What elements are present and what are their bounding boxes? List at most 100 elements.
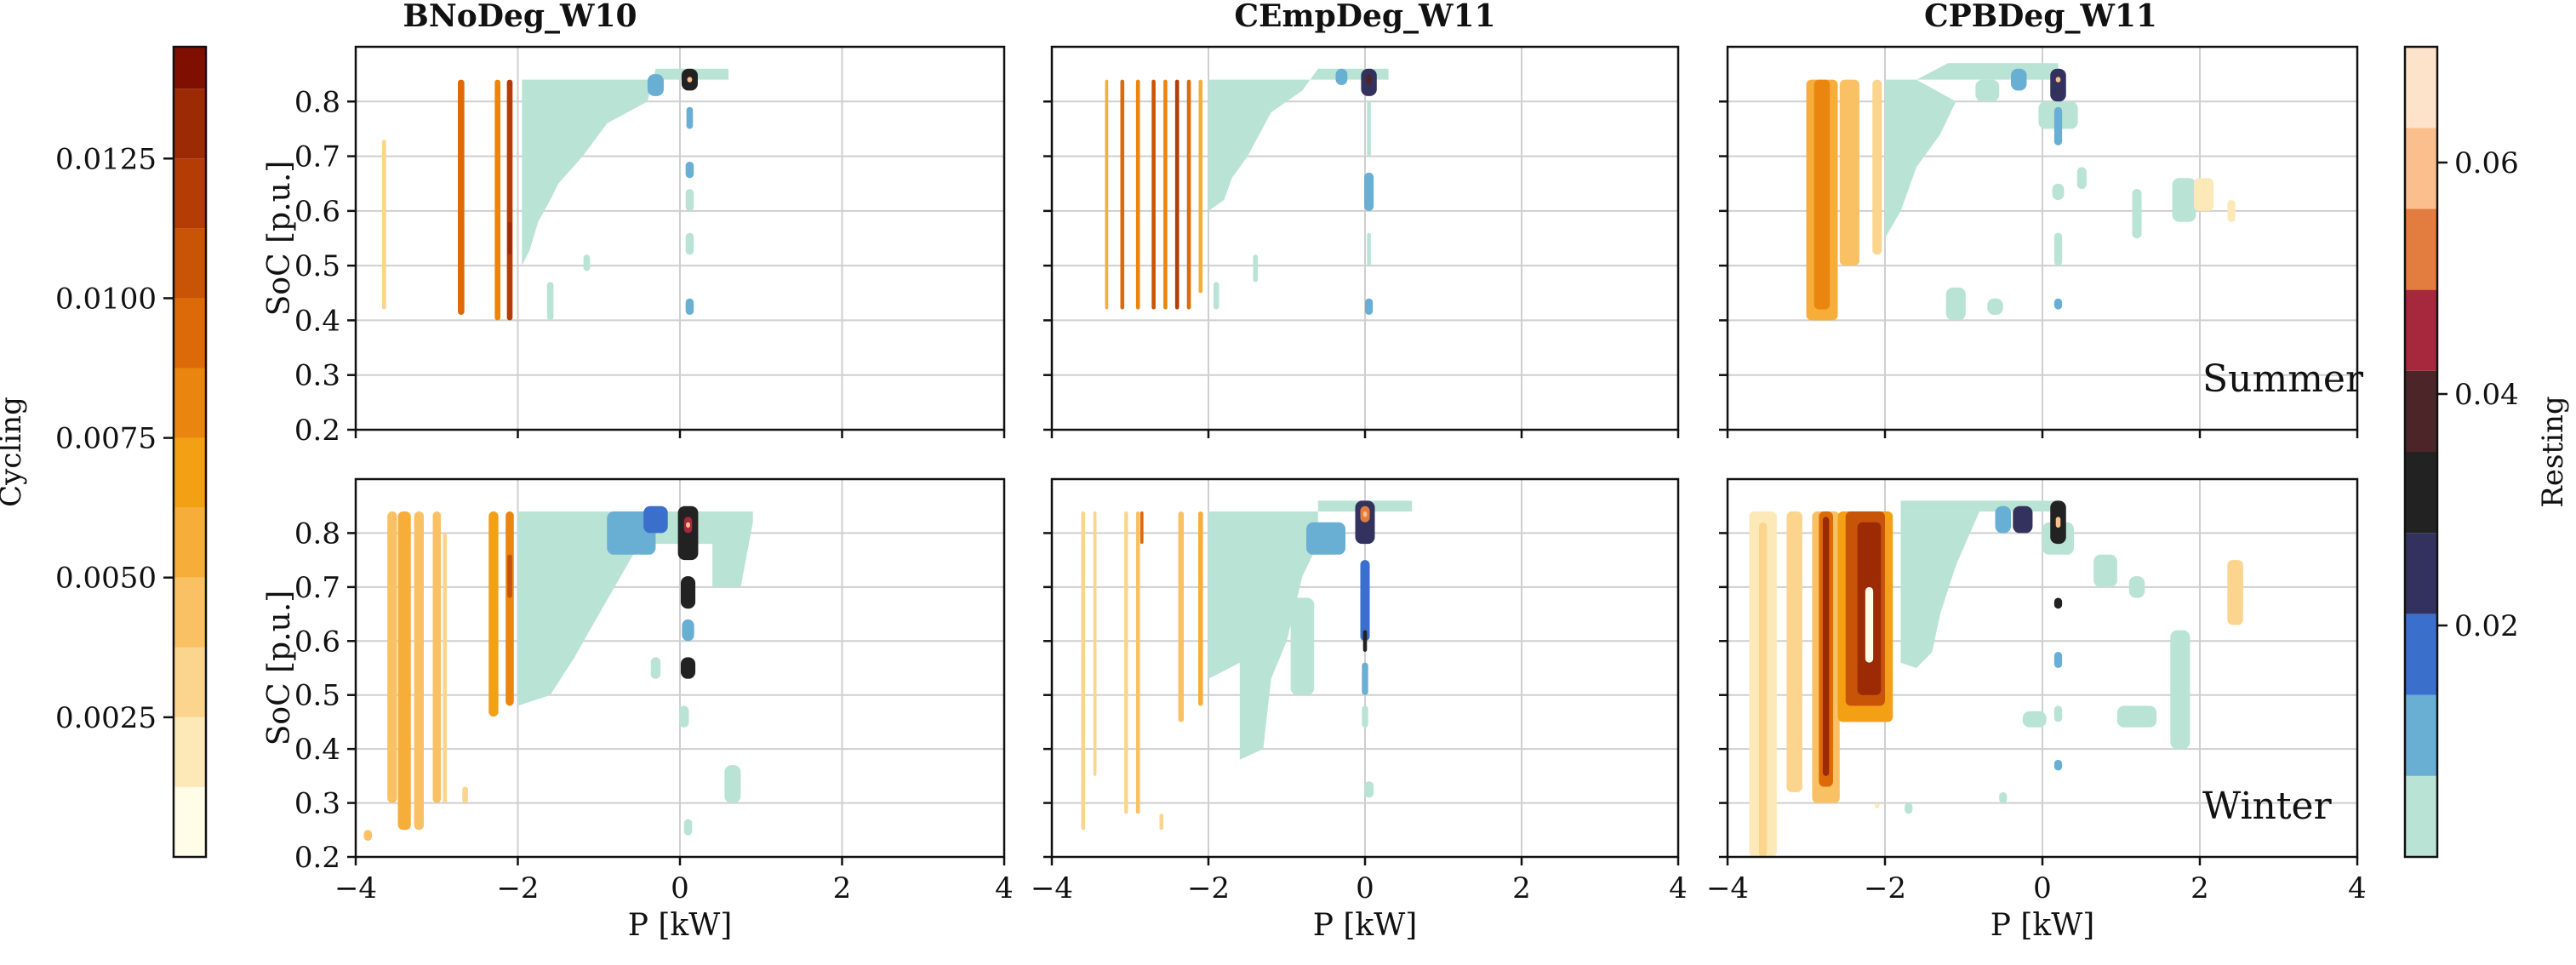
x-tick-label: −4 (1706, 871, 1749, 905)
column-title-2: CEmpDeg_W11 (1234, 0, 1495, 34)
resting-region (2132, 189, 2142, 238)
y-tick-label: 0.7 (294, 140, 340, 174)
resting-region (2053, 298, 2063, 310)
cycling-region (1120, 79, 1125, 310)
cycling-region (1135, 79, 1140, 310)
resting-region (685, 162, 694, 179)
resting-region (2022, 711, 2047, 728)
heatmap-contours (1105, 68, 1389, 315)
resting-region (2170, 630, 2190, 750)
resting-region (1213, 282, 1219, 310)
cycling-region (1163, 79, 1168, 310)
x-tick-label: 2 (1512, 871, 1531, 905)
y-tick-label: 0.3 (294, 359, 340, 393)
resting-region (680, 657, 696, 679)
y-tick-label: 0.3 (294, 787, 340, 821)
resting-region (517, 511, 753, 706)
cycling-region (1759, 522, 1768, 857)
resting-region (1367, 101, 1371, 157)
resting-colorbar-band (2405, 533, 2437, 614)
cycling-region (2194, 178, 2214, 211)
resting-region (1362, 630, 1368, 652)
cycling-region (1124, 511, 1128, 814)
cycling-colorbar-band (174, 507, 206, 578)
cycling-region (1865, 586, 1874, 663)
resting-region (685, 189, 694, 211)
resting-region (1365, 298, 1374, 315)
resting-colorbar-band (2405, 614, 2437, 695)
cycling-region (414, 511, 425, 831)
x-tick-label: 0 (671, 871, 689, 905)
x-tick-label: 4 (1669, 871, 1688, 905)
panel-winter-3: −4 −2 0 2 4 P [kW] (1706, 477, 2367, 943)
cycling-region (2227, 200, 2236, 222)
resting-region (1885, 63, 2059, 238)
season-label-winter: Winter (2202, 785, 2333, 828)
cycling-region (1159, 814, 1164, 831)
heatmap-contours (1806, 63, 2236, 321)
panel-summer-3 (1719, 45, 2359, 438)
resting-region (685, 298, 694, 315)
y-axis-label: SoC [p.u.] (262, 591, 297, 746)
y-tick-label: 0.2 (294, 841, 340, 875)
resting-colorbar-tick-label: 0.02 (2454, 609, 2519, 643)
panel-summer-2 (1043, 45, 1680, 438)
gridlines (355, 47, 1005, 431)
cycling-region (1186, 79, 1191, 310)
cycling-region (507, 554, 512, 598)
resting-region (1290, 597, 1315, 695)
cycling-colorbar-band (174, 228, 206, 299)
resting-region (2093, 554, 2117, 587)
resting-region (1360, 560, 1370, 642)
cycling-colorbar-band (174, 717, 206, 787)
cycling-region (381, 140, 386, 310)
resting-region (583, 254, 591, 271)
resting-region (1362, 511, 1368, 517)
resting-region (1900, 511, 1979, 668)
panel-summer-1: 0.2 0.3 0.4 0.5 0.6 0.7 0.8 SoC [p.u.] (262, 45, 1006, 448)
resting-region (686, 106, 694, 129)
x-tick-label: −4 (334, 871, 377, 905)
x-tick-label: −4 (1031, 871, 1073, 905)
resting-region (680, 576, 696, 609)
cycling-region (1151, 79, 1156, 310)
cycling-region (1813, 79, 1831, 310)
x-tick-label: 4 (2348, 871, 2367, 905)
resting-region (2053, 232, 2063, 266)
heatmap-contours (381, 68, 729, 321)
resting-colorbar: 0.02 0.04 0.06 Resting (2403, 45, 2570, 859)
resting-colorbar-label: Resting (2536, 396, 2570, 507)
x-axis-label: P [kW] (628, 908, 733, 943)
y-tick-label: 0.6 (294, 625, 340, 659)
y-axis-label: SoC [p.u.] (262, 161, 297, 317)
resting-region (679, 705, 689, 728)
heatmap-contours (1081, 500, 1413, 831)
cycling-colorbar-band (174, 158, 206, 229)
resting-colorbar-tick-label: 0.04 (2454, 378, 2519, 412)
resting-region (1335, 68, 1348, 85)
resting-region (2053, 759, 2063, 771)
resting-region (1362, 662, 1368, 695)
panel-winter-2: −4 −2 0 2 4 P [kW] (1031, 477, 1688, 943)
x-tick-label: 4 (995, 871, 1014, 905)
cycling-region (2227, 560, 2243, 625)
resting-region (1208, 500, 1413, 760)
resting-region (2053, 651, 2063, 668)
cycling-colorbar-tick-label: 0.0050 (55, 562, 157, 596)
y-tick-label: 0.8 (294, 517, 340, 551)
cycling-region (1135, 511, 1140, 814)
x-tick-label: 2 (2190, 871, 2209, 905)
cycling-region (1198, 511, 1203, 706)
resting-region (546, 282, 554, 321)
cycling-region (1174, 79, 1179, 310)
resting-region (2076, 167, 2087, 190)
resting-region (687, 77, 693, 83)
resting-colorbar-band (2405, 694, 2437, 776)
column-title-3: CPBDeg_W11 (1924, 0, 2157, 34)
resting-region (1366, 74, 1372, 85)
heatmap-contours (363, 505, 753, 841)
resting-colorbar-band (2405, 128, 2437, 209)
resting-region (1306, 522, 1345, 555)
cycling-region (506, 79, 513, 321)
resting-region (1362, 705, 1368, 728)
